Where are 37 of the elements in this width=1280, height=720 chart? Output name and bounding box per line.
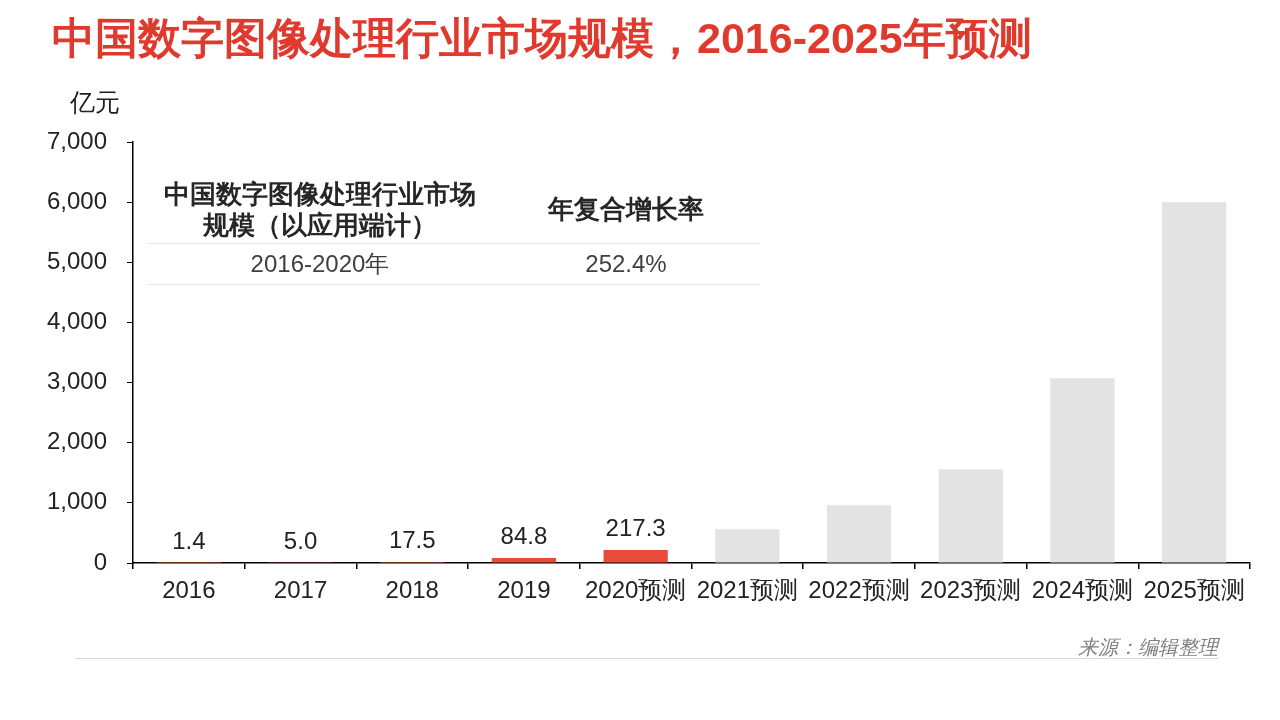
bar <box>826 505 892 563</box>
x-tick-label: 2017 <box>273 576 328 604</box>
source-note: 来源：编辑整理 <box>1078 635 1218 660</box>
y-tick-label: 0 <box>93 547 107 575</box>
bar <box>715 529 780 563</box>
y-axis-title: 亿元 <box>70 87 120 118</box>
data-label: 84.8 <box>500 521 548 549</box>
y-tick-label: 2,000 <box>46 427 107 455</box>
x-tick-label: 2016 <box>162 576 216 604</box>
bar <box>491 557 557 563</box>
y-tick-label: 3,000 <box>46 367 107 395</box>
data-label: 1.4 <box>172 526 206 554</box>
x-tick-label: 2023预测 <box>920 576 1022 604</box>
x-tick-label: 2020预测 <box>584 576 687 604</box>
y-tick-label: 6,000 <box>46 186 107 214</box>
annotation: 中国数字图像处理行业市场规模（以应用端计） <box>163 178 477 241</box>
y-tick-label: 4,000 <box>46 307 107 335</box>
annotation: 2016-2020年 <box>249 249 391 279</box>
bar <box>603 549 668 563</box>
x-tick-label: 2022预测 <box>808 576 910 604</box>
x-tick-label: 2018 <box>385 576 439 604</box>
chart-title: 中国数字图像处理行业市场规模，2016-2025年预测 <box>52 13 1032 64</box>
bar <box>1162 202 1227 563</box>
y-tick-label: 5,000 <box>46 246 107 274</box>
y-tick-label: 7,000 <box>46 126 107 154</box>
annotation: 年复合增长率 <box>546 194 705 225</box>
bar <box>1050 378 1115 563</box>
bar <box>938 469 1003 563</box>
x-tick-label: 2021预测 <box>696 576 799 604</box>
annotation: 252.4% <box>584 249 668 279</box>
x-tick-label: 2019 <box>497 576 551 604</box>
data-label: 5.0 <box>283 526 318 554</box>
data-label: 17.5 <box>388 525 436 553</box>
y-tick-label: 1,000 <box>46 487 107 515</box>
data-label: 217.3 <box>605 513 666 541</box>
x-tick-label: 2024预测 <box>1031 576 1134 604</box>
x-tick-label: 2025预测 <box>1143 576 1245 604</box>
